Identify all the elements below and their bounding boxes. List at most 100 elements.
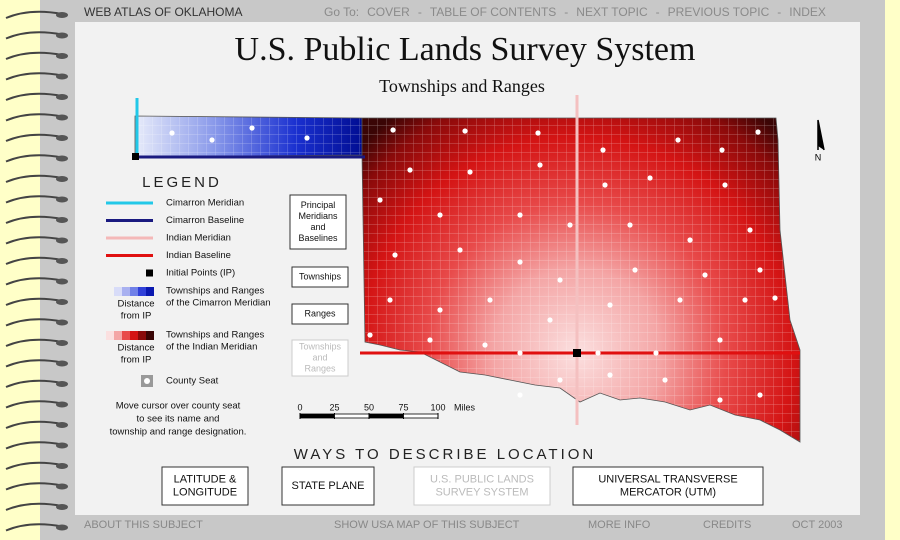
county-seat[interactable] bbox=[457, 247, 463, 253]
county-seat[interactable] bbox=[487, 297, 493, 303]
county-seat[interactable] bbox=[557, 377, 563, 383]
location-button-label[interactable]: MERCATOR (UTM) bbox=[620, 486, 716, 498]
layer-button-box[interactable] bbox=[289, 194, 347, 250]
county-seat[interactable] bbox=[557, 277, 563, 283]
county-seat[interactable] bbox=[742, 297, 748, 303]
nav-link[interactable]: NEXT TOPIC bbox=[576, 5, 648, 19]
county-seat[interactable] bbox=[647, 175, 653, 181]
county-seat[interactable] bbox=[387, 297, 393, 303]
footer-link[interactable]: SHOW USA MAP OF THIS SUBJECT bbox=[334, 519, 520, 531]
footer-link[interactable]: MORE INFO bbox=[588, 519, 651, 531]
binding-wire bbox=[5, 461, 63, 470]
binding-wire bbox=[5, 10, 63, 19]
layer-button-label[interactable]: and bbox=[310, 222, 325, 232]
county-seat[interactable] bbox=[482, 342, 488, 348]
county-seats bbox=[169, 125, 778, 403]
nav-link[interactable]: INDEX bbox=[789, 5, 826, 19]
county-seat[interactable] bbox=[675, 137, 681, 143]
county-seat[interactable] bbox=[717, 337, 723, 343]
county-seat[interactable] bbox=[304, 135, 310, 141]
layer-button[interactable]: Townships bbox=[291, 266, 349, 288]
location-button-label[interactable]: UNIVERSAL TRANSVERSE bbox=[598, 473, 737, 485]
footer-link[interactable]: ABOUT THIS SUBJECT bbox=[84, 519, 203, 531]
county-seat[interactable] bbox=[517, 392, 523, 398]
county-seat[interactable] bbox=[249, 125, 255, 131]
scale-unit: Miles bbox=[454, 402, 476, 412]
county-seat[interactable] bbox=[367, 332, 373, 338]
county-seat[interactable] bbox=[595, 350, 601, 356]
county-seat[interactable] bbox=[390, 127, 396, 133]
layer-button-label[interactable]: Meridians bbox=[298, 211, 338, 221]
county-seat[interactable] bbox=[209, 137, 215, 143]
binding-wire bbox=[5, 215, 63, 224]
binding-wire bbox=[5, 31, 63, 40]
county-seat[interactable] bbox=[747, 227, 753, 233]
county-seat[interactable] bbox=[437, 307, 443, 313]
nav-link[interactable]: PREVIOUS TOPIC bbox=[668, 5, 770, 19]
county-seat[interactable] bbox=[437, 212, 443, 218]
location-button-label[interactable]: LATITUDE & bbox=[174, 473, 237, 485]
county-seat[interactable] bbox=[687, 237, 693, 243]
county-seat[interactable] bbox=[535, 130, 541, 136]
county-seat[interactable] bbox=[719, 147, 725, 153]
county-seat[interactable] bbox=[722, 182, 728, 188]
county-seat[interactable] bbox=[377, 197, 383, 203]
binding-wire bbox=[5, 379, 63, 388]
county-seat[interactable] bbox=[467, 169, 473, 175]
county-seat[interactable] bbox=[407, 167, 413, 173]
layer-button-label[interactable]: Townships bbox=[299, 271, 342, 281]
county-seat[interactable] bbox=[755, 129, 761, 135]
nav-link[interactable]: TABLE OF CONTENTS bbox=[430, 5, 556, 19]
nav-link[interactable]: COVER bbox=[367, 5, 410, 19]
footer-link[interactable]: CREDITS bbox=[703, 519, 751, 531]
binding-wire bbox=[5, 174, 63, 183]
layer-button-box[interactable] bbox=[291, 266, 349, 288]
county-seat[interactable] bbox=[757, 267, 763, 273]
ramp-swatch bbox=[114, 287, 122, 296]
county-seat[interactable] bbox=[627, 222, 633, 228]
binding-hole bbox=[56, 381, 68, 387]
county-seat[interactable] bbox=[567, 222, 573, 228]
county-seat[interactable] bbox=[632, 267, 638, 273]
location-button-label[interactable]: STATE PLANE bbox=[292, 480, 365, 492]
county-seat[interactable] bbox=[600, 147, 606, 153]
binding-hole bbox=[56, 299, 68, 305]
layer-button-label[interactable]: Principal bbox=[301, 200, 336, 210]
county-seat[interactable] bbox=[702, 272, 708, 278]
layer-button-box[interactable] bbox=[291, 303, 349, 325]
location-button[interactable]: STATE PLANE bbox=[281, 466, 375, 506]
county-seat[interactable] bbox=[717, 397, 723, 403]
county-seat[interactable] bbox=[602, 182, 608, 188]
county-seat[interactable] bbox=[607, 372, 613, 378]
location-button-box[interactable] bbox=[161, 466, 249, 506]
layer-button-label[interactable]: Baselines bbox=[298, 233, 338, 243]
county-seat[interactable] bbox=[517, 259, 523, 265]
location-button-label[interactable]: LONGITUDE bbox=[173, 486, 237, 498]
scale-segment bbox=[334, 413, 370, 419]
binding-hole bbox=[56, 483, 68, 490]
county-seat[interactable] bbox=[392, 252, 398, 258]
county-seat[interactable] bbox=[517, 212, 523, 218]
county-seat[interactable] bbox=[427, 337, 433, 343]
location-button[interactable]: LATITUDE &LONGITUDE bbox=[161, 466, 249, 506]
county-seat[interactable] bbox=[757, 392, 763, 398]
county-seat[interactable] bbox=[607, 302, 613, 308]
binding-hole bbox=[56, 32, 68, 39]
county-seat[interactable] bbox=[772, 295, 778, 301]
county-seat[interactable] bbox=[517, 350, 523, 356]
county-seat[interactable] bbox=[677, 297, 683, 303]
county-seat[interactable] bbox=[547, 317, 553, 323]
county-seat[interactable] bbox=[653, 350, 659, 356]
county-seat[interactable] bbox=[537, 162, 543, 168]
layer-button[interactable]: Ranges bbox=[291, 303, 349, 325]
binding-hole bbox=[56, 360, 68, 367]
county-seat[interactable] bbox=[662, 377, 668, 383]
layer-button-label[interactable]: Ranges bbox=[304, 308, 336, 318]
county-seat[interactable] bbox=[169, 130, 175, 136]
county-seat[interactable] bbox=[462, 128, 468, 134]
location-button-box[interactable] bbox=[572, 466, 764, 506]
location-button-box[interactable] bbox=[281, 466, 375, 506]
